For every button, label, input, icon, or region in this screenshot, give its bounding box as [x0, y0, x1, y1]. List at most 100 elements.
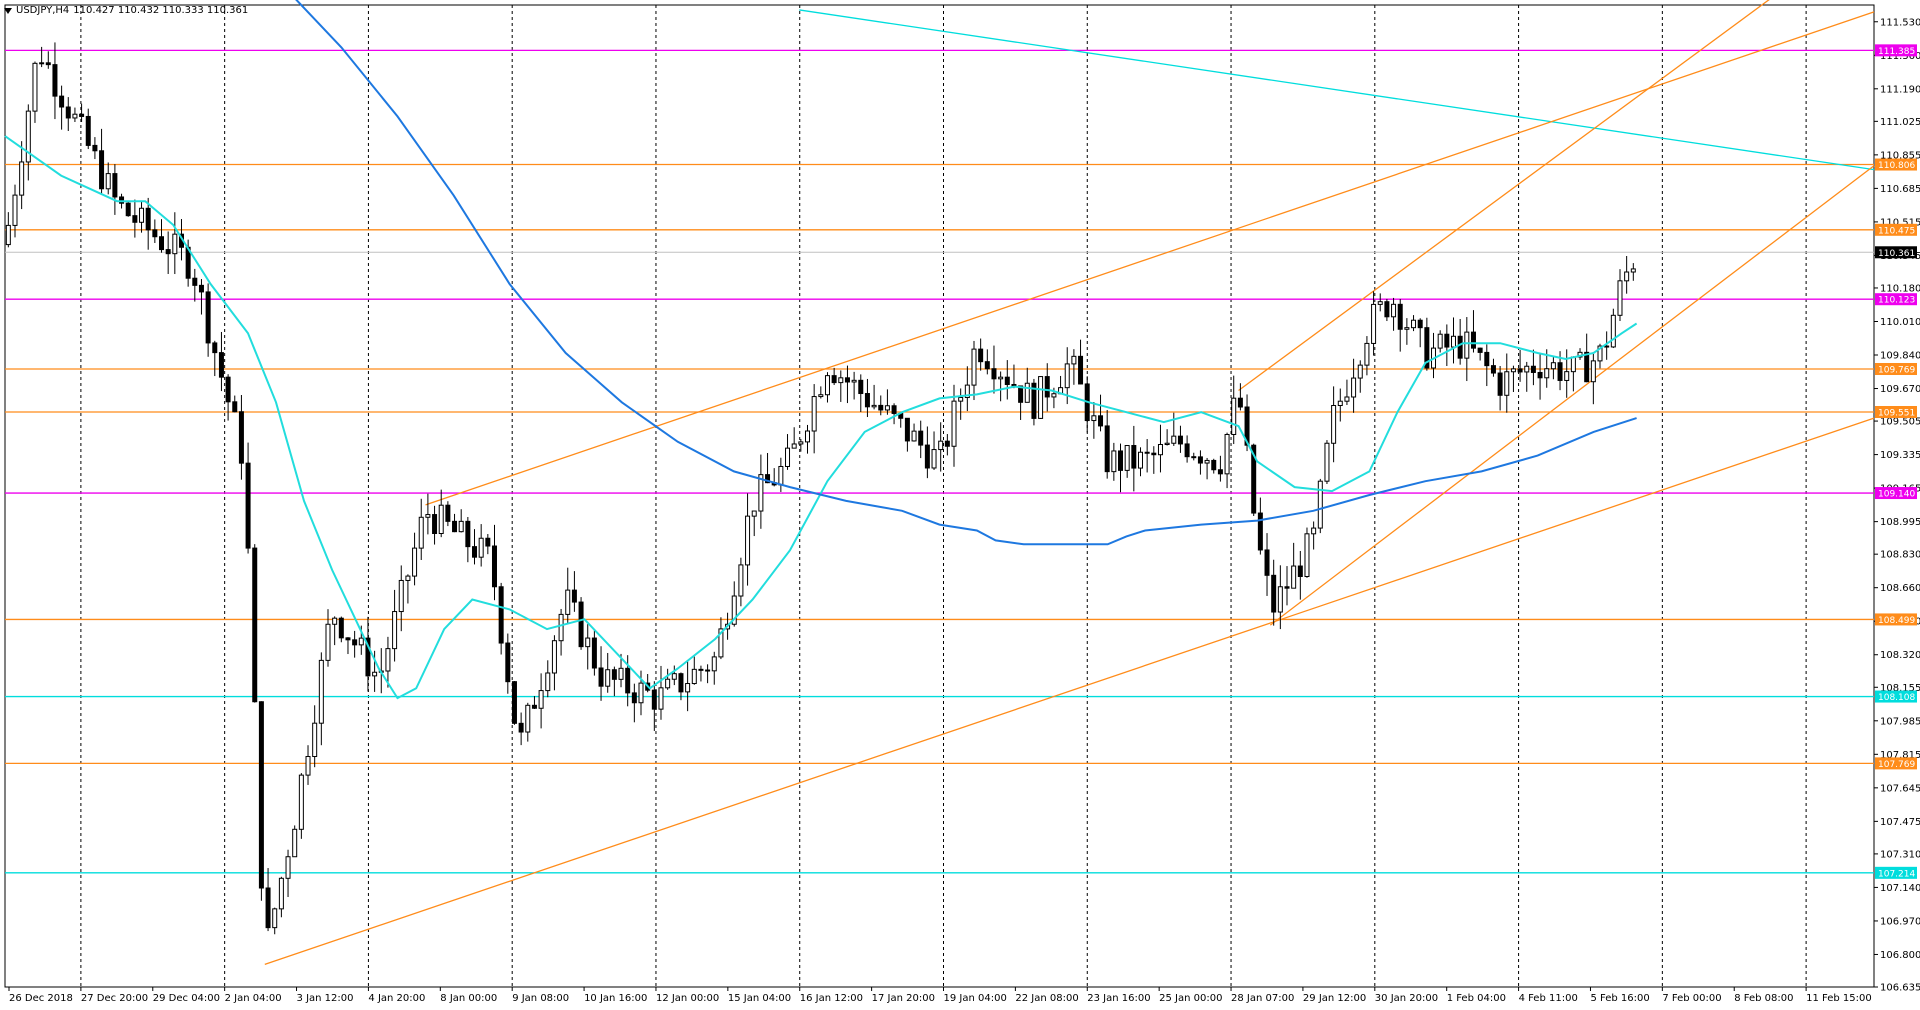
- x-tick-label: 23 Jan 16:00: [1087, 993, 1150, 1004]
- candle-body: [745, 515, 751, 566]
- candle-body: [718, 628, 724, 658]
- level-price-label: 111.385: [1878, 47, 1915, 57]
- candle-body: [258, 701, 264, 889]
- candle-body: [298, 774, 304, 830]
- candle-body: [145, 207, 151, 231]
- candle-body: [1211, 459, 1217, 471]
- y-tick-label: 108.830: [1880, 550, 1920, 561]
- x-tick-label: 30 Jan 20:00: [1375, 993, 1438, 1004]
- level-price-label: 110.806: [1878, 161, 1915, 171]
- candle-body: [59, 95, 65, 108]
- candle-body: [1590, 360, 1596, 383]
- candle-body: [132, 215, 138, 223]
- y-tick-label: 106.800: [1880, 950, 1920, 961]
- candle-body: [1164, 442, 1170, 446]
- level-price-tag: [1875, 866, 1917, 879]
- candle-body: [538, 690, 544, 709]
- candle-body: [591, 637, 597, 669]
- candle-body: [1038, 376, 1044, 419]
- y-tick-label: 107.815: [1880, 750, 1920, 761]
- candle-body: [1557, 362, 1563, 381]
- candle-body: [398, 579, 404, 613]
- y-tick-label: 111.530: [1880, 17, 1920, 28]
- candle-body: [971, 348, 977, 386]
- candle-body: [252, 547, 258, 703]
- candle-body: [105, 173, 111, 190]
- ma-slow-line: [295, 0, 1637, 546]
- candle-body: [472, 546, 478, 558]
- candle-body: [445, 504, 451, 522]
- y-tick-label: 106.970: [1880, 916, 1920, 927]
- candle-body: [1277, 586, 1283, 613]
- y-tick-label: 107.985: [1880, 716, 1920, 727]
- candle-body: [944, 440, 950, 447]
- level-price-label: 110.123: [1878, 296, 1915, 306]
- candle-body: [1284, 586, 1290, 589]
- candle-body: [1311, 527, 1317, 535]
- candle-body: [791, 443, 797, 449]
- candle-body: [1304, 533, 1310, 577]
- y-tick-label: 109.670: [1880, 384, 1920, 395]
- candle-body: [1224, 433, 1230, 475]
- candle-body: [1537, 371, 1543, 379]
- candle-body: [751, 510, 757, 517]
- candle-body: [1004, 376, 1010, 385]
- level-price-tag: [1875, 158, 1917, 171]
- candle-body: [765, 474, 771, 484]
- candle-body: [1217, 469, 1223, 475]
- candle-body: [1490, 365, 1496, 374]
- candle-body: [1510, 368, 1516, 373]
- y-tick-label: 110.685: [1880, 184, 1920, 195]
- level-price-tag: [1875, 223, 1917, 236]
- candle-body: [72, 113, 78, 119]
- candle-body: [618, 667, 624, 680]
- candle-body: [1064, 363, 1070, 389]
- x-tick-label: 5 Feb 16:00: [1590, 993, 1649, 1004]
- candle-body: [651, 689, 657, 710]
- candle-body: [45, 62, 51, 66]
- x-tick-label: 4 Feb 11:00: [1519, 993, 1578, 1004]
- candle-body: [312, 722, 318, 758]
- candle-body: [285, 856, 291, 879]
- y-tick-label: 108.660: [1880, 583, 1920, 594]
- candle-body: [1357, 364, 1363, 379]
- candle-body: [1397, 303, 1403, 330]
- candle-body: [1564, 371, 1570, 381]
- candle-body: [465, 520, 471, 548]
- candle-body: [871, 404, 877, 408]
- level-price-tag: [1875, 293, 1917, 306]
- candle-body: [425, 514, 431, 518]
- candle-body: [778, 465, 784, 486]
- y-tick-label: 106.635: [1880, 983, 1920, 994]
- candle-body: [1204, 459, 1210, 464]
- candle-body: [1291, 565, 1297, 589]
- candle-body: [1018, 385, 1024, 403]
- candle-body: [685, 683, 691, 693]
- candle-body: [878, 404, 884, 411]
- candle-body: [1317, 480, 1323, 529]
- candle-body: [824, 375, 830, 396]
- x-tick-label: 3 Jan 12:00: [297, 993, 354, 1004]
- y-tick-label: 108.995: [1880, 517, 1920, 528]
- candle-body: [851, 379, 857, 383]
- candle-body: [565, 589, 571, 615]
- candle-body: [12, 194, 18, 226]
- candle-body: [1624, 271, 1630, 282]
- x-tick-label: 11 Feb 15:00: [1806, 993, 1872, 1004]
- x-tick-label: 8 Feb 08:00: [1734, 993, 1793, 1004]
- candle-body: [1384, 301, 1390, 318]
- candle-body: [1570, 356, 1576, 373]
- candle-body: [485, 537, 491, 547]
- candle-body: [245, 462, 251, 549]
- candle-body: [578, 601, 584, 648]
- candle-body: [212, 342, 218, 354]
- trend-line: [799, 9, 1875, 171]
- candle-body: [125, 202, 131, 217]
- candle-body: [1098, 415, 1104, 427]
- candle-body: [458, 520, 464, 533]
- candle-body: [318, 659, 324, 724]
- candle-body: [1331, 405, 1337, 444]
- candle-body: [412, 547, 418, 577]
